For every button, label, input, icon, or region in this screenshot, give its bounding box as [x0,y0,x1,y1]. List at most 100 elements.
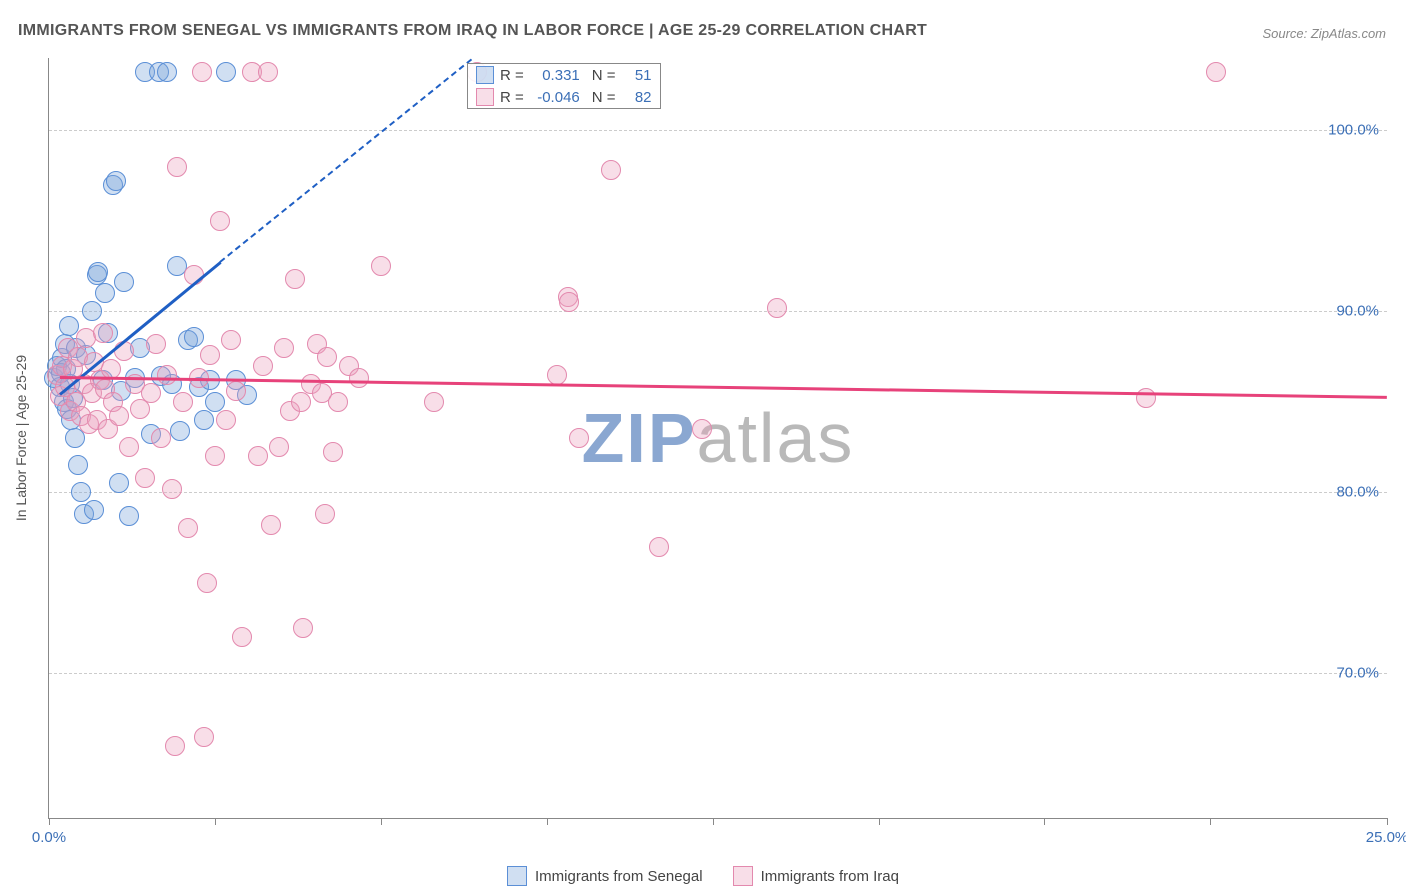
statbox-row: R =0.331N =51 [468,64,660,86]
scatter-point [200,345,220,365]
gridline-h [49,130,1387,131]
legend-label: Immigrants from Senegal [535,868,703,885]
x-tick [879,818,880,825]
stat-r-value: -0.046 [530,89,580,106]
scatter-point [162,479,182,499]
gridline-h [49,492,1387,493]
scatter-point [253,356,273,376]
scatter-point [328,392,348,412]
stat-n-label: N = [592,89,616,106]
scatter-point [141,383,161,403]
scatter-point [71,482,91,502]
y-tick-label: 100.0% [1328,122,1379,139]
scatter-point [371,256,391,276]
scatter-point [569,428,589,448]
x-tick [381,818,382,825]
gridline-h [49,673,1387,674]
scatter-point [205,446,225,466]
scatter-point [692,419,712,439]
scatter-point [221,330,241,350]
scatter-point [210,211,230,231]
scatter-point [197,573,217,593]
chart-title: IMMIGRANTS FROM SENEGAL VS IMMIGRANTS FR… [18,22,927,40]
legend-label: Immigrants from Iraq [761,868,899,885]
scatter-point [1206,62,1226,82]
correlation-stat-box: R =0.331N =51R =-0.046N =82 [467,63,661,109]
scatter-point [157,62,177,82]
stat-n-label: N = [592,67,616,84]
scatter-point [194,727,214,747]
scatter-point [269,437,289,457]
stat-r-label: R = [500,67,524,84]
scatter-point [82,301,102,321]
scatter-point [146,334,166,354]
scatter-point [216,410,236,430]
y-axis-title: In Labor Force | Age 25-29 [13,355,29,521]
x-tick [49,818,50,825]
plot-area: In Labor Force | Age 25-29 ZIPatlas 70.0… [48,58,1387,819]
x-tick-label: 0.0% [32,829,66,846]
scatter-point [258,62,278,82]
legend-swatch-icon [476,66,494,84]
scatter-point [157,365,177,385]
scatter-point [649,537,669,557]
legend-swatch-icon [507,866,527,886]
x-tick-label: 25.0% [1366,829,1406,846]
scatter-point [167,157,187,177]
scatter-point [178,518,198,538]
trend-line [220,58,473,262]
scatter-point [248,446,268,466]
legend-item: Immigrants from Senegal [507,866,703,886]
scatter-point [261,515,281,535]
scatter-point [767,298,787,318]
stat-n-value: 82 [622,89,652,106]
scatter-point [317,347,337,367]
statbox-row: R = -0.046 N = 82 [468,86,660,108]
y-tick-label: 80.0% [1336,484,1379,501]
gridline-h [49,311,1387,312]
scatter-point [547,365,567,385]
scatter-point [323,442,343,462]
scatter-point [151,428,171,448]
y-tick-label: 90.0% [1336,303,1379,320]
scatter-point [109,406,129,426]
bottom-legend: Immigrants from Senegal Immigrants from I… [0,866,1406,886]
scatter-point [274,338,294,358]
scatter-point [119,437,139,457]
scatter-point [109,473,129,493]
scatter-point [559,292,579,312]
watermark: ZIPatlas [582,398,855,478]
scatter-point [135,468,155,488]
scatter-point [216,62,236,82]
scatter-point [59,316,79,336]
source-attribution: Source: ZipAtlas.com [1262,26,1386,41]
scatter-point [424,392,444,412]
scatter-point [119,506,139,526]
stat-r-label: R = [500,89,524,106]
scatter-point [173,392,193,412]
watermark-zip: ZIP [582,399,697,477]
x-tick [713,818,714,825]
scatter-point [205,392,225,412]
stat-n-value: 51 [622,67,652,84]
x-tick [1044,818,1045,825]
watermark-atlas: atlas [697,399,855,477]
scatter-point [93,323,113,343]
trend-line [60,376,1387,399]
scatter-point [88,262,108,282]
scatter-point [194,410,214,430]
scatter-point [349,368,369,388]
scatter-point [84,500,104,520]
x-tick [215,818,216,825]
y-tick-label: 70.0% [1336,665,1379,682]
scatter-point [184,327,204,347]
scatter-point [293,618,313,638]
scatter-point [68,455,88,475]
scatter-point [192,62,212,82]
scatter-point [601,160,621,180]
x-tick [1210,818,1211,825]
scatter-point [291,392,311,412]
legend-item: Immigrants from Iraq [733,866,899,886]
scatter-point [106,171,126,191]
scatter-point [285,269,305,289]
